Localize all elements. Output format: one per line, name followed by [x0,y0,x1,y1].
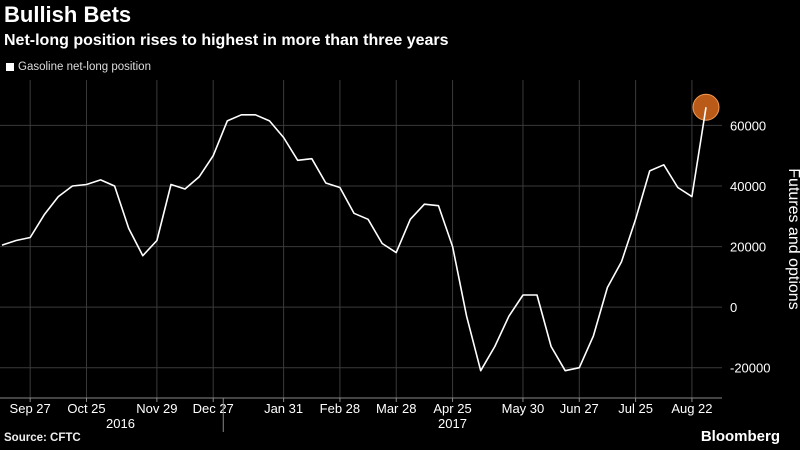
data-point [15,239,17,241]
data-point [648,170,650,172]
legend: Gasoline net-long position [6,61,151,73]
data-point [480,370,482,372]
bloomberg-logo: Bloomberg [700,428,780,445]
data-point [508,315,510,317]
y-tick-label: 60000 [730,118,766,133]
data-point [226,120,228,122]
x-tick-label: Apr 25 [433,401,471,416]
data-point [550,345,552,347]
data-point [606,286,608,288]
data-point [296,159,298,161]
y-tick-label: 40000 [730,179,766,194]
x-tick-label: Nov 29 [136,401,177,416]
year-label-2017: 2017 [438,416,467,431]
data-point [522,294,524,296]
data-point [381,242,383,244]
data-point [282,136,284,138]
x-tick-label: May 30 [502,401,545,416]
data-point [677,186,679,188]
x-tick-label: Sep 27 [10,401,51,416]
data-point [170,183,172,185]
data-point [268,120,270,122]
data-point [367,218,369,220]
x-tick-label: Jan 31 [264,401,303,416]
data-point [1,244,3,246]
data-point [494,345,496,347]
x-tick-label: Jul 25 [618,401,653,416]
data-point [254,114,256,116]
y-tick-label: -20000 [730,361,770,376]
x-tick-label: Aug 22 [671,401,712,416]
highlight-circle [692,93,720,121]
data-point [564,370,566,372]
data-point [578,367,580,369]
data-point [142,254,144,256]
data-point [353,212,355,214]
data-point [325,182,327,184]
year-label-2016: 2016 [106,416,135,431]
data-point [43,214,45,216]
x-tick-label: Mar 28 [376,401,416,416]
source-note: Source: CFTC [4,432,81,444]
chart-title: Bullish Bets [4,2,132,27]
data-point [339,186,341,188]
data-point [29,236,31,238]
legend-swatch [6,63,14,71]
data-point [113,185,115,187]
chart-subtitle: Net-long position rises to highest in mo… [4,32,449,49]
data-point [128,227,130,229]
data-point [71,185,73,187]
data-point [663,164,665,166]
data-point [691,195,693,197]
x-tick-label: Dec 27 [193,401,234,416]
data-point [620,261,622,263]
data-point [634,218,636,220]
x-tick-label: Jun 27 [560,401,599,416]
y-tick-label: 20000 [730,240,766,255]
data-point [57,195,59,197]
data-point [705,106,707,108]
series-line [1,107,707,372]
data-point [592,335,594,337]
data-point [184,188,186,190]
data-point [536,294,538,296]
data-point [395,251,397,253]
data-point [156,239,158,241]
y-tick-label: 0 [730,300,737,315]
x-tick-label: Feb 28 [320,401,360,416]
data-point [451,245,453,247]
y-axis-label: Futures and options [785,168,800,309]
data-point [409,218,411,220]
data-point [437,204,439,206]
data-point [99,179,101,181]
x-tick-label: Oct 25 [67,401,105,416]
data-point [423,203,425,205]
data-point [240,114,242,116]
data-point [85,183,87,185]
legend-label: Gasoline net-long position [18,61,151,73]
data-point [311,158,313,160]
data-point [212,155,214,157]
data-point [465,315,467,317]
data-point [198,176,200,178]
